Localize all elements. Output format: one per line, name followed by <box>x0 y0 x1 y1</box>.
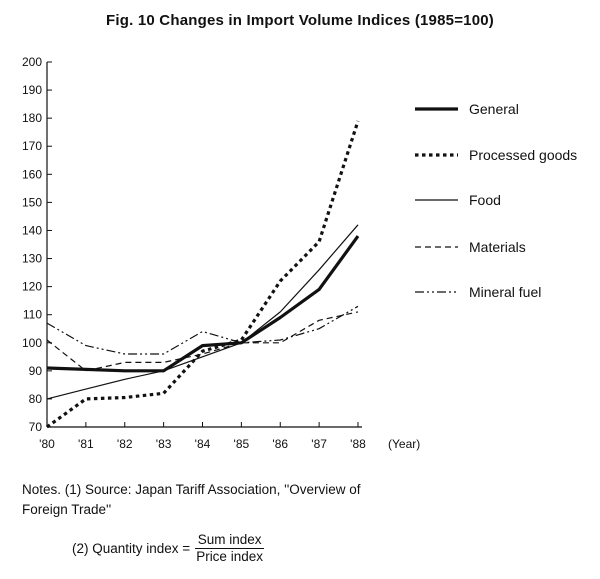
chart-legend: General Processed goods Food Materials Miner… <box>415 101 577 300</box>
series-line-food <box>46 224 359 400</box>
series-line-processed-goods <box>46 120 360 429</box>
y-tick-label: 100 <box>22 336 42 350</box>
legend-label-mineral-fuel: Mineral fuel <box>469 284 541 300</box>
series-layer <box>46 120 360 429</box>
note-1-line-1: Notes. (1) Source: Japan Tariff Associat… <box>22 482 361 497</box>
y-tick-label: 140 <box>22 223 42 237</box>
x-tick-label: '85 <box>234 437 250 451</box>
x-tick-label: '82 <box>117 437 133 451</box>
note-1-line-2: Foreign Trade'' <box>22 502 112 517</box>
fraction-denominator: Price index <box>196 549 263 564</box>
chart-title: Fig. 10 Changes in Import Volume Indices… <box>106 12 494 29</box>
y-tick-label: 110 <box>23 308 42 322</box>
series-line-general <box>46 235 360 373</box>
x-tick-label: '88 <box>350 437 366 451</box>
line-chart: 70 80 90 100 110 120 130 140 150 160 170 180 190 200 '… <box>22 55 577 451</box>
legend-label-processed-goods: Processed goods <box>469 147 577 163</box>
y-tick-label: 190 <box>22 83 42 97</box>
notes: Notes. (1) Source: Japan Tariff Associat… <box>22 480 361 520</box>
y-tick-label: 130 <box>22 252 42 266</box>
x-tick-label: '81 <box>78 437 94 451</box>
y-tick-label: 80 <box>29 392 43 406</box>
y-tick-label: 70 <box>29 420 43 434</box>
y-tick-label: 150 <box>22 195 42 209</box>
x-axis-unit: (Year) <box>388 437 420 451</box>
x-tick-label: '83 <box>156 437 172 451</box>
y-tick-label: 170 <box>22 139 42 153</box>
y-tick-label: 120 <box>22 280 42 294</box>
x-tick-label: '86 <box>272 437 288 451</box>
note-2: (2) Quantity index = Sum index Price ind… <box>72 532 266 565</box>
legend-label-food: Food <box>469 192 501 208</box>
y-tick-label: 90 <box>29 364 43 378</box>
x-tick-label: '80 <box>39 437 55 451</box>
quantity-index-fraction: Sum index Price index <box>193 532 266 565</box>
note-2-prefix: (2) Quantity index = <box>72 541 191 556</box>
y-tick-label: 160 <box>22 167 42 181</box>
fraction-numerator: Sum index <box>194 532 265 549</box>
x-tick-label: '84 <box>195 437 211 451</box>
legend-label-materials: Materials <box>469 239 526 255</box>
y-tick-label: 180 <box>22 111 42 125</box>
chart-axes: 70 80 90 100 110 120 130 140 150 160 170 180 190 200 '… <box>22 55 420 451</box>
y-tick-label: 200 <box>22 55 42 69</box>
series-line-materials <box>46 311 359 372</box>
legend-label-general: General <box>469 101 519 117</box>
x-tick-label: '87 <box>311 437 327 451</box>
